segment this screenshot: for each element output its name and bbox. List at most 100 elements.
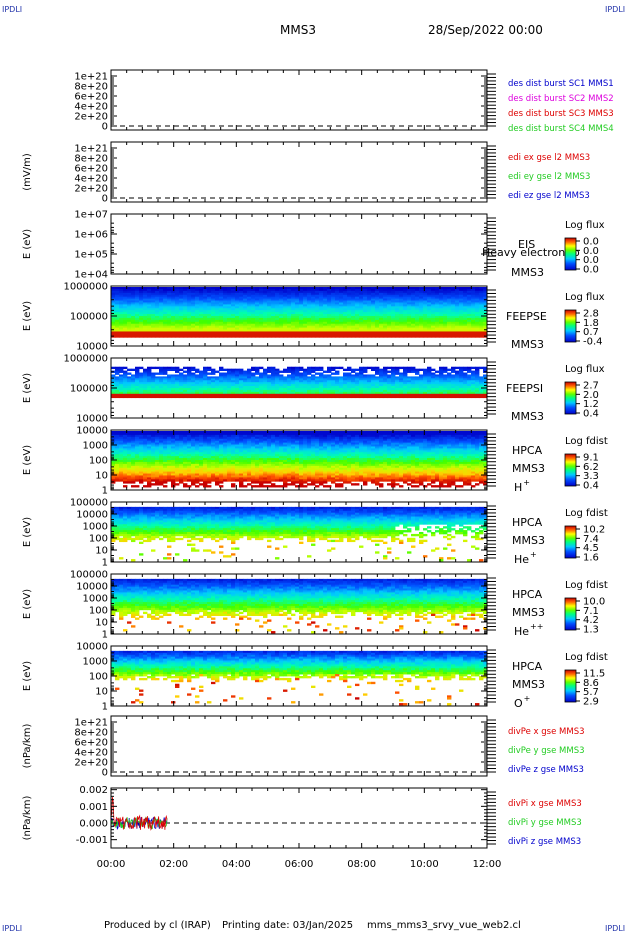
panel-frame: [110, 715, 488, 777]
colorbar-title: Log fdist: [565, 652, 608, 663]
colorbar-label: 8.6: [583, 678, 599, 689]
panel-frame: [110, 787, 488, 849]
colorbar-label: 0.7: [583, 327, 599, 338]
species-charge: +: [530, 550, 537, 559]
colorbar-label: 2.7: [583, 381, 599, 392]
y-tick-label: 1000000: [63, 282, 108, 293]
legend-entry: divPi y gse MMS3: [508, 818, 582, 828]
series-line: [110, 797, 168, 831]
overlay-text: Heavy electron to: [482, 246, 580, 259]
legend-entry: divPe z gse MMS3: [508, 765, 584, 775]
x-tick-label: 04:00: [222, 859, 251, 870]
colorbar-title: Log fdist: [565, 508, 608, 519]
legend-entry: divPe x gse MMS3: [508, 727, 585, 737]
y-tick-label: 100: [89, 456, 108, 467]
colorbar-label: 9.1: [583, 453, 599, 464]
legend-entry: edi ey gse l2 MMS3: [508, 172, 590, 182]
y-tick-label: 4e+20: [74, 748, 108, 759]
footer-produced-by: Produced by cl (IRAP): [104, 920, 211, 931]
y-tick-label: 1: [102, 702, 108, 713]
y-tick-label: 4e+20: [74, 174, 108, 185]
colorbar: [564, 237, 577, 271]
panel-p11: 0.002 0.001 0.000 -0.001 (nPa/km) divPi x gse…: [22, 785, 582, 849]
colorbar-label: 10.0: [583, 597, 605, 608]
x-tick-label: 06:00: [285, 859, 314, 870]
y-tick-label: 1e+21: [74, 718, 108, 729]
y-tick-label: 0.002: [79, 785, 108, 796]
instrument-label: HPCA: [512, 588, 543, 601]
y-tick-label: 10: [95, 471, 108, 482]
y-tick-label: 6e+20: [74, 164, 108, 175]
y-axis-label: (mV/m): [22, 153, 33, 191]
y-axis-label: (nPa/km): [22, 724, 33, 769]
y-tick-label: 0: [102, 768, 108, 779]
y-tick-label: 100000: [70, 570, 108, 581]
y-axis-label: E (eV): [22, 373, 33, 403]
species-label: He: [514, 625, 529, 638]
y-axis-label: E (eV): [22, 229, 33, 259]
colorbar-title: Log flux: [565, 364, 605, 375]
colorbar-label: 0.0: [583, 265, 599, 276]
colorbar-label: 11.5: [583, 669, 605, 680]
y-tick-label: -0.001: [76, 835, 108, 846]
colorbar-title: Log fdist: [565, 436, 608, 447]
y-tick-label: 10000: [76, 414, 108, 425]
instrument-label: FEEPSI: [506, 382, 543, 395]
spacecraft-label: MMS3: [511, 338, 544, 351]
y-tick-label: 2e+20: [74, 112, 108, 123]
colorbar-title: Log flux: [565, 292, 605, 303]
colorbar: [564, 381, 577, 415]
y-tick-label: 2e+20: [74, 758, 108, 769]
panel-p3: 1e+07 1e+06 1e+05 1e+04 E (eV) EIS MMS3 Heavy e…: [22, 210, 605, 281]
species-label: He: [514, 553, 529, 566]
y-tick-label: 8e+20: [74, 728, 108, 739]
colorbar-label: 7.1: [583, 606, 599, 617]
y-tick-label: 100000: [70, 384, 108, 395]
instrument-label: FEEPSE: [506, 310, 547, 323]
legend-entry: divPi x gse MMS3: [508, 799, 582, 809]
y-tick-label: 100000: [70, 498, 108, 509]
y-tick-label: 6e+20: [74, 92, 108, 103]
y-axis-label: (nPa/km): [22, 796, 33, 841]
footer-printing-date: Printing date: 03/Jan/2025: [222, 920, 354, 931]
y-tick-label: 10: [95, 546, 108, 557]
y-tick-label: 100000: [70, 312, 108, 323]
colorbar-label: 0.0: [583, 246, 599, 257]
instrument-label: HPCA: [512, 444, 543, 457]
x-tick-label: 00:00: [97, 859, 126, 870]
y-axis-label: E (eV): [22, 445, 33, 475]
panel-p6: 10000 1000 100 10 1 E (eV) HPCA MMS3 H + Log fdist…: [22, 426, 608, 497]
colorbar-title: Log flux: [565, 220, 605, 231]
colorbar: [564, 453, 577, 487]
instrument-label: HPCA: [512, 516, 543, 529]
y-tick-label: 6e+20: [74, 738, 108, 749]
series-line: [110, 816, 168, 830]
colorbar-title: Log fdist: [565, 580, 608, 591]
y-tick-label: 10: [95, 618, 108, 629]
legend-entry: des dist burst SC2 MMS2: [508, 94, 614, 104]
colorbar: [564, 597, 577, 631]
colorbar-label: 1.3: [583, 625, 599, 636]
colorbar-label: 2.9: [583, 697, 599, 708]
y-tick-label: 100: [89, 606, 108, 617]
y-tick-label: 1000: [83, 522, 108, 533]
colorbar-label: 4.2: [583, 615, 599, 626]
colorbar-label: 7.4: [583, 534, 599, 545]
colorbar: [564, 669, 577, 703]
y-tick-label: 1e+05: [74, 250, 108, 261]
date-title: 28/Sep/2022 00:00: [428, 23, 543, 37]
colorbar-label: 0.0: [583, 255, 599, 266]
colorbar-label: 1.6: [583, 553, 599, 564]
y-tick-label: 2e+20: [74, 184, 108, 195]
x-tick-label: 08:00: [347, 859, 376, 870]
y-tick-label: 0: [102, 194, 108, 205]
spacecraft-label: MMS3: [511, 410, 544, 423]
x-tick-label: 10:00: [410, 859, 439, 870]
spacecraft-label: MMS3: [511, 266, 544, 279]
y-tick-label: 1: [102, 630, 108, 641]
legend-entry: divPe y gse MMS3: [508, 746, 585, 756]
colorbar-label: 2.8: [583, 309, 599, 320]
colorbar-label: 1.2: [583, 399, 599, 410]
colorbar-label: -0.4: [583, 337, 603, 348]
